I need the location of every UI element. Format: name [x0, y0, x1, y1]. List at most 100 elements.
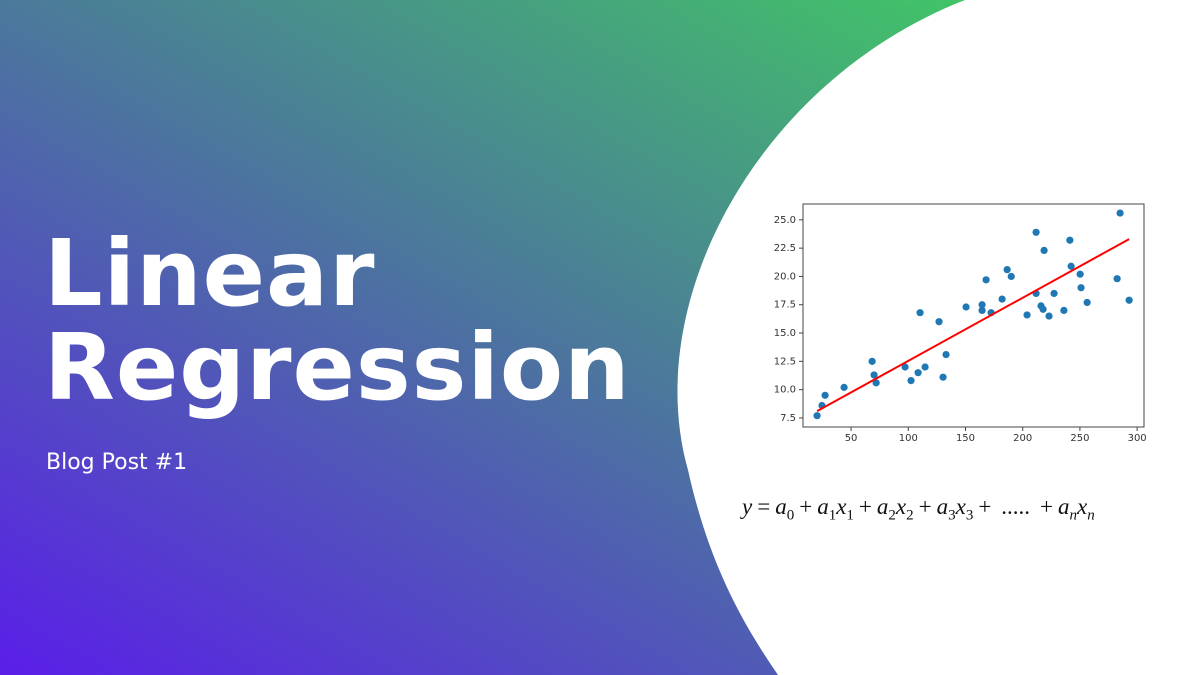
x-tick-label: 300	[1128, 433, 1147, 444]
subscript: 1	[846, 507, 854, 524]
symbol: x2	[895, 494, 914, 524]
subtitle: Blog Post #1	[46, 450, 188, 475]
title: Regression	[44, 314, 631, 421]
point	[998, 295, 1006, 303]
subscript: 3	[965, 507, 974, 524]
symbol: x1	[836, 494, 854, 524]
symbol-text: a	[775, 494, 787, 519]
point	[901, 363, 909, 371]
operator: +	[799, 494, 812, 519]
point	[1125, 296, 1133, 304]
operator: +	[859, 494, 872, 519]
point	[1003, 266, 1011, 274]
symbol-text: a	[936, 494, 949, 519]
point	[1083, 298, 1091, 307]
symbol-text: x	[836, 494, 847, 519]
point	[1076, 270, 1084, 278]
point	[982, 276, 990, 284]
point	[907, 376, 915, 385]
point	[1050, 289, 1058, 298]
operator: =	[757, 494, 770, 519]
subscript: 2	[888, 507, 896, 524]
point	[821, 391, 829, 399]
point	[872, 379, 880, 387]
subscript: 1	[828, 507, 837, 524]
symbol-text: +	[918, 494, 932, 519]
point	[1032, 228, 1040, 236]
x-tick-label: 150	[956, 433, 975, 444]
point	[939, 373, 947, 381]
x-tick-label: 250	[1070, 433, 1089, 444]
symbol-text: a	[876, 494, 889, 519]
equation: y = a0 + a1x1 + a2x2 + a3x3 +..... + anxn	[742, 494, 1095, 525]
y-tick-label: 7.5	[780, 413, 796, 424]
symbol: x3	[956, 494, 974, 524]
point	[1045, 312, 1053, 320]
y-tick-label: 20.0	[774, 271, 796, 282]
point	[1116, 209, 1124, 217]
subscript: 0	[786, 507, 795, 524]
point	[962, 303, 970, 311]
symbol-text: x	[1077, 494, 1088, 519]
x-tick-label: 100	[899, 433, 918, 444]
symbol-text: +	[799, 494, 813, 519]
y-tick-label: 25.0	[774, 215, 796, 226]
x-tick-label: 200	[1013, 433, 1032, 444]
symbol-text: +	[978, 494, 992, 519]
symbol-text: .....	[1001, 494, 1031, 519]
x-tick-label: 50	[845, 433, 858, 444]
symbol-text: a	[817, 494, 829, 519]
operator: +	[1040, 494, 1053, 519]
symbol: a1	[817, 494, 836, 524]
white-panel	[677, 0, 1200, 675]
point	[840, 383, 848, 391]
symbol: a2	[876, 494, 896, 524]
point	[942, 350, 950, 359]
point	[1040, 246, 1048, 255]
symbol-text: y	[742, 494, 753, 519]
subscript: n	[1087, 507, 1095, 524]
plot-frame	[802, 203, 1145, 428]
operator: +	[978, 494, 991, 519]
fit-line	[816, 238, 1130, 413]
point	[978, 306, 986, 315]
subscript: n	[1069, 507, 1078, 524]
subscript: 3	[948, 507, 956, 524]
symbol-text: +	[1040, 494, 1054, 519]
subscript: 2	[906, 507, 914, 524]
title: Linear	[44, 220, 376, 327]
operator: +	[919, 494, 932, 519]
symbol: an	[1058, 494, 1077, 524]
point	[1067, 262, 1075, 270]
symbol-text: =	[757, 494, 771, 519]
y-tick-label: 15.0	[774, 328, 796, 339]
point	[868, 357, 876, 365]
point	[813, 412, 821, 420]
symbol: y	[742, 494, 752, 519]
point	[1077, 284, 1085, 292]
y-tick-label: 10.0	[774, 385, 796, 396]
point	[870, 371, 878, 379]
point	[1113, 275, 1121, 283]
symbol-text: +	[858, 494, 872, 519]
point	[935, 318, 943, 326]
y-tick-label: 17.5	[774, 300, 796, 311]
point	[914, 369, 922, 377]
scatter-chart: 50 100 150 200 250 300 7.5 10.0 12.5 15.0 17.5 20.0…	[774, 203, 1147, 444]
symbol: a3	[936, 494, 956, 524]
symbol: xn	[1077, 494, 1095, 524]
symbol-text: a	[1058, 494, 1070, 519]
symbol: a0	[775, 494, 794, 524]
point	[1039, 305, 1047, 313]
symbol-text: x	[895, 494, 907, 519]
point	[1066, 236, 1074, 244]
y-tick-label: 22.5	[774, 243, 796, 254]
point	[916, 309, 924, 317]
point	[1023, 311, 1031, 319]
point	[1007, 272, 1015, 281]
point	[1060, 306, 1068, 315]
operator: .....	[1001, 494, 1030, 519]
y-tick-label: 12.5	[774, 356, 796, 367]
